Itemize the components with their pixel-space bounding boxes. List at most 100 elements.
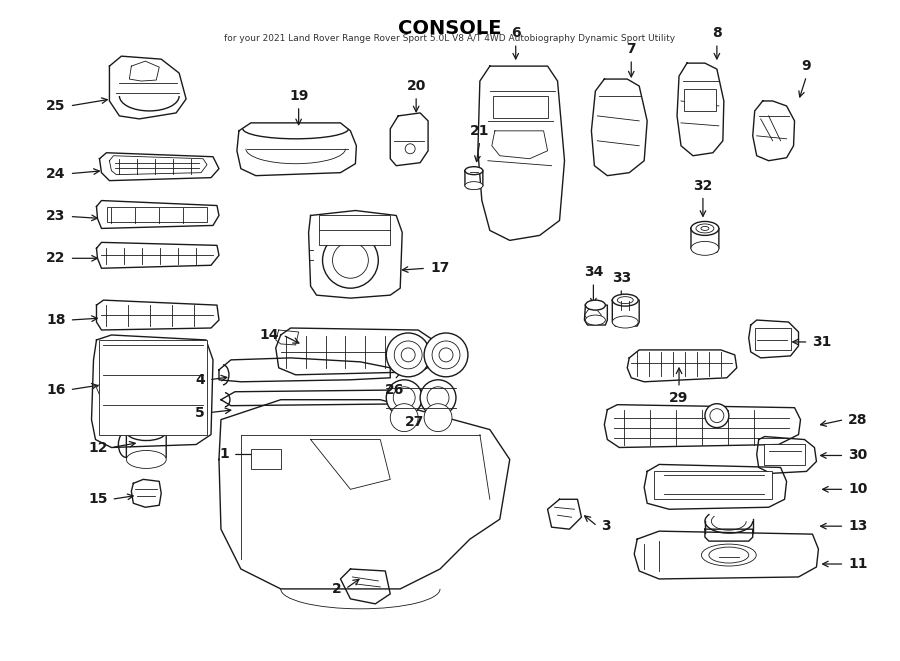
Polygon shape xyxy=(752,101,795,161)
Text: 10: 10 xyxy=(849,483,868,496)
Text: for your 2021 Land Rover Range Rover Sport 5.0L V8 A/T 4WD Autobiography Dynamic: for your 2021 Land Rover Range Rover Spo… xyxy=(224,34,676,43)
Circle shape xyxy=(710,408,724,422)
Polygon shape xyxy=(130,61,159,81)
Text: 7: 7 xyxy=(626,42,636,56)
Ellipse shape xyxy=(126,422,166,440)
Circle shape xyxy=(428,387,449,408)
Ellipse shape xyxy=(701,227,709,231)
Ellipse shape xyxy=(696,224,714,233)
Ellipse shape xyxy=(709,547,749,563)
Ellipse shape xyxy=(585,300,606,310)
Circle shape xyxy=(386,380,422,416)
Polygon shape xyxy=(705,529,752,541)
Polygon shape xyxy=(309,210,402,298)
Polygon shape xyxy=(584,305,608,325)
Bar xyxy=(764,444,806,465)
Polygon shape xyxy=(110,56,186,119)
Text: 24: 24 xyxy=(46,167,66,180)
Text: 25: 25 xyxy=(46,99,66,113)
Ellipse shape xyxy=(701,544,756,566)
Text: 2: 2 xyxy=(332,582,341,596)
Text: 18: 18 xyxy=(46,313,66,327)
Polygon shape xyxy=(96,300,219,330)
Bar xyxy=(755,328,790,350)
Text: 8: 8 xyxy=(712,26,722,40)
Circle shape xyxy=(705,404,729,428)
Text: 14: 14 xyxy=(259,328,279,342)
Text: 4: 4 xyxy=(195,373,205,387)
Circle shape xyxy=(439,348,453,362)
Bar xyxy=(107,206,207,223)
Circle shape xyxy=(432,341,460,369)
Ellipse shape xyxy=(612,316,638,328)
Polygon shape xyxy=(612,300,639,326)
Circle shape xyxy=(424,333,468,377)
Polygon shape xyxy=(634,531,818,579)
Ellipse shape xyxy=(465,167,483,175)
Text: 16: 16 xyxy=(46,383,66,397)
Text: 30: 30 xyxy=(849,448,868,463)
Polygon shape xyxy=(275,328,438,375)
Polygon shape xyxy=(591,79,647,176)
Polygon shape xyxy=(310,440,391,489)
Polygon shape xyxy=(627,350,737,382)
Ellipse shape xyxy=(617,297,634,303)
Polygon shape xyxy=(100,153,219,180)
Text: CONSOLE: CONSOLE xyxy=(398,19,502,38)
Ellipse shape xyxy=(465,182,483,190)
Ellipse shape xyxy=(691,221,719,235)
Polygon shape xyxy=(221,390,430,406)
Bar xyxy=(654,471,771,499)
Text: 17: 17 xyxy=(430,261,449,275)
Ellipse shape xyxy=(691,241,719,255)
Circle shape xyxy=(391,404,419,432)
Polygon shape xyxy=(584,308,601,322)
Bar xyxy=(493,96,547,118)
Text: 21: 21 xyxy=(470,124,490,137)
Polygon shape xyxy=(644,465,787,509)
Text: 29: 29 xyxy=(670,391,688,405)
Text: 23: 23 xyxy=(46,210,66,223)
Polygon shape xyxy=(391,113,428,166)
Circle shape xyxy=(424,404,452,432)
Polygon shape xyxy=(491,131,547,159)
Text: 15: 15 xyxy=(88,492,107,506)
Text: 34: 34 xyxy=(584,265,603,279)
Polygon shape xyxy=(478,66,564,241)
Polygon shape xyxy=(547,499,581,529)
Ellipse shape xyxy=(612,294,638,306)
Text: 26: 26 xyxy=(384,383,404,397)
Polygon shape xyxy=(604,405,800,447)
Polygon shape xyxy=(691,229,719,253)
Polygon shape xyxy=(219,400,509,589)
Circle shape xyxy=(322,233,378,288)
Text: 1: 1 xyxy=(220,447,229,461)
Polygon shape xyxy=(757,436,816,473)
Circle shape xyxy=(386,333,430,377)
Circle shape xyxy=(393,387,415,408)
Text: 19: 19 xyxy=(289,89,309,103)
Ellipse shape xyxy=(585,315,606,325)
Bar xyxy=(251,449,281,469)
Bar xyxy=(684,89,716,111)
Text: 3: 3 xyxy=(601,519,611,533)
Polygon shape xyxy=(131,479,161,507)
Circle shape xyxy=(332,243,368,278)
Text: 20: 20 xyxy=(407,79,426,93)
Text: 12: 12 xyxy=(88,440,107,455)
Circle shape xyxy=(394,341,422,369)
Text: 11: 11 xyxy=(849,557,868,571)
Ellipse shape xyxy=(126,451,166,469)
Text: 22: 22 xyxy=(46,251,66,265)
Polygon shape xyxy=(96,243,219,268)
Polygon shape xyxy=(237,123,356,176)
Bar xyxy=(319,215,391,245)
Bar xyxy=(100,340,207,434)
Circle shape xyxy=(405,144,415,154)
Polygon shape xyxy=(749,320,798,358)
Polygon shape xyxy=(219,358,391,382)
Text: 28: 28 xyxy=(849,412,868,426)
Text: 27: 27 xyxy=(404,414,424,428)
Polygon shape xyxy=(92,335,213,447)
Polygon shape xyxy=(465,171,483,188)
